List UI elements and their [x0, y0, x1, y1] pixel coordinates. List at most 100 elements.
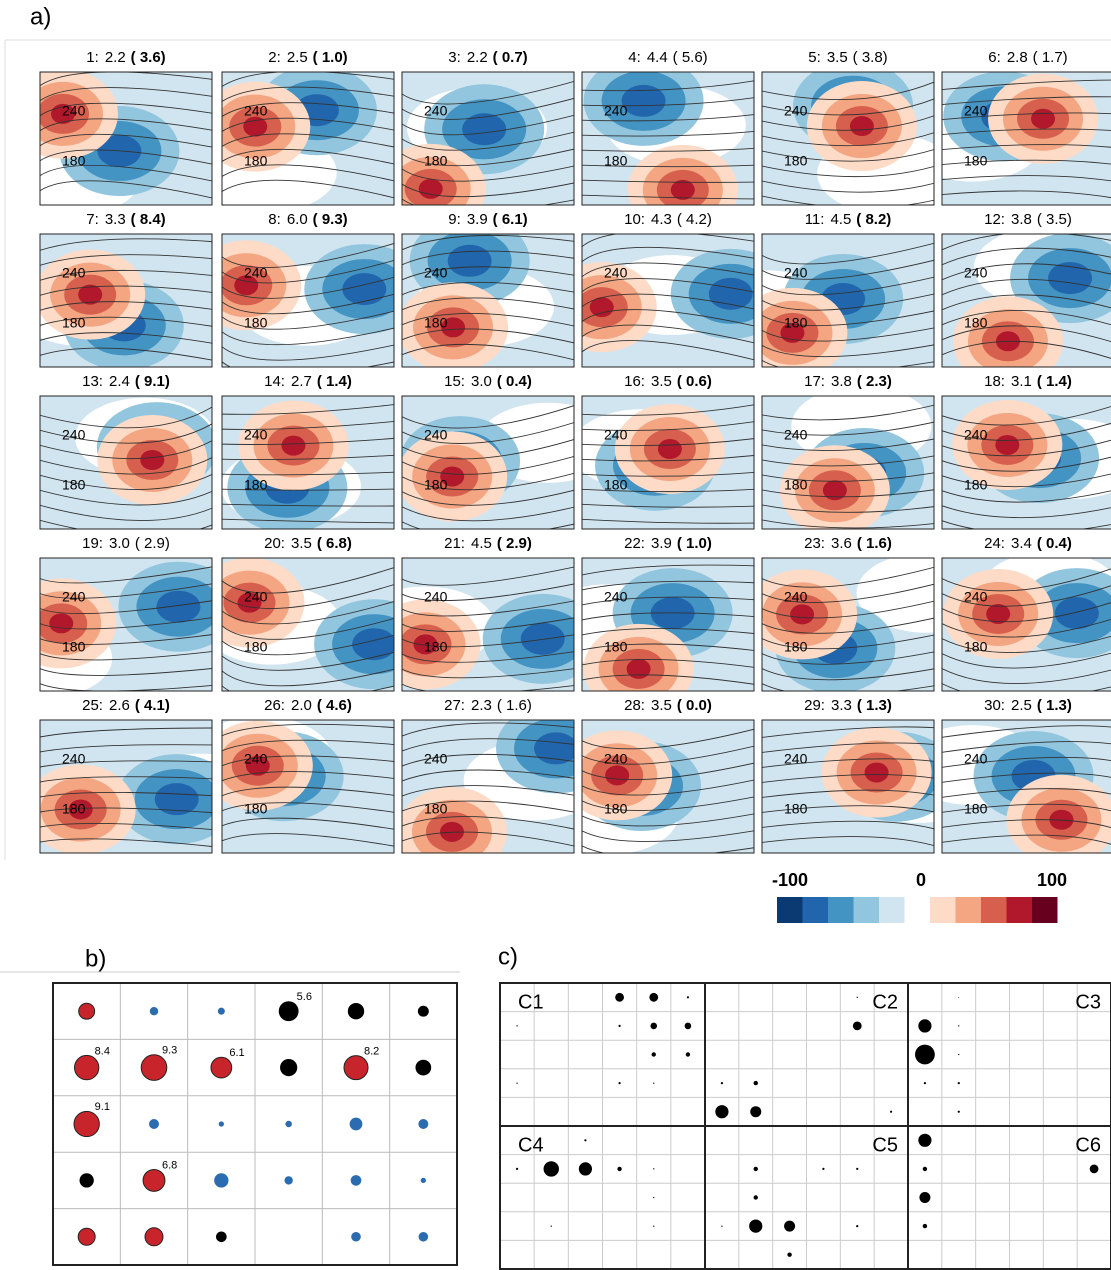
contour-label: 240 — [424, 751, 448, 767]
dot — [924, 1082, 926, 1084]
map-title: 5:3.5( 3.8) — [808, 49, 887, 66]
map-mean: 2.0 — [291, 697, 312, 714]
dot — [787, 1253, 791, 1257]
contour-label: 180 — [784, 153, 808, 169]
warm-blob — [627, 659, 651, 679]
contour-label: 180 — [424, 639, 448, 655]
dot — [653, 1225, 654, 1226]
warm-blob — [605, 765, 629, 785]
dot — [754, 1167, 758, 1171]
contour-label: 240 — [62, 103, 86, 119]
map-percent: ( 4.2) — [677, 211, 712, 228]
dot — [958, 1025, 959, 1026]
contour-label: 240 — [604, 265, 628, 281]
dot — [618, 1025, 620, 1027]
map-percent: ( 3.6) — [131, 49, 166, 66]
dot — [856, 1168, 858, 1170]
contour-label: 240 — [604, 427, 628, 443]
warm-blob — [995, 435, 1019, 455]
map-mean: 3.8 — [1011, 211, 1032, 228]
dot — [853, 1022, 862, 1031]
contour-label: 180 — [244, 153, 268, 169]
bubble — [344, 1056, 368, 1080]
contour-label: 240 — [244, 265, 268, 281]
contour-label: 180 — [964, 477, 988, 493]
map-percent: ( 9.3) — [313, 211, 348, 228]
bubble — [79, 1003, 95, 1019]
contour-label: 240 — [244, 589, 268, 605]
dot — [584, 1139, 586, 1141]
map-mean: 3.8 — [831, 373, 852, 390]
map-mean: 2.8 — [1007, 49, 1028, 66]
map-title: 21:4.5( 2.9) — [444, 535, 532, 552]
bubble-label: 6.1 — [229, 1047, 244, 1059]
contour-label: 240 — [964, 427, 988, 443]
map: 240 180 — [937, 396, 1111, 533]
bubble — [74, 1111, 99, 1136]
contour-label: 240 — [784, 103, 808, 119]
cold-blob — [448, 245, 492, 277]
map: 240180 — [397, 216, 579, 373]
bubble — [418, 1006, 429, 1017]
warm-blob — [790, 604, 814, 624]
contour-label: 240 — [424, 589, 448, 605]
contour-label: 180 — [62, 315, 86, 331]
warm-blob — [671, 180, 695, 200]
bubble — [285, 1121, 292, 1128]
contour-label: 180 — [424, 801, 448, 817]
colorbar-tick: 0 — [916, 870, 926, 890]
map-percent: ( 0.6) — [677, 373, 712, 390]
map-title: 9:3.9( 6.1) — [448, 211, 527, 228]
map-number: 24: — [984, 535, 1005, 552]
dot — [750, 1106, 761, 1117]
bubble — [280, 1059, 297, 1076]
colorbar-cell — [828, 897, 854, 923]
dot — [754, 1081, 758, 1085]
map: 240 180 — [757, 61, 957, 214]
bubble — [150, 1007, 158, 1015]
map-title: 29:3.3( 1.3) — [804, 697, 892, 714]
map: 240180 — [577, 56, 759, 235]
contour-label: 180 — [604, 639, 628, 655]
map-mean: 4.3 — [651, 211, 672, 228]
map-number: 7: — [86, 211, 99, 228]
map-percent: ( 0.4) — [497, 373, 532, 390]
dot — [579, 1162, 592, 1175]
dot — [822, 1168, 824, 1170]
dot — [653, 1168, 654, 1169]
map-mean: 3.6 — [831, 535, 852, 552]
subpanel-label: C6 — [1075, 1134, 1101, 1156]
map-mean: 2.6 — [109, 697, 130, 714]
bubble — [418, 1119, 428, 1129]
map: 240180 — [13, 234, 217, 370]
contour-label: 180 — [964, 153, 988, 169]
map-number: 19: — [82, 535, 103, 552]
bubble-label: 8.4 — [95, 1045, 110, 1057]
colorbar-tick: 100 — [1037, 870, 1067, 890]
bubble-label: 9.1 — [95, 1101, 110, 1113]
colorbar-cell — [1032, 897, 1058, 923]
dot — [784, 1221, 795, 1232]
colorbar-tick: -100 — [772, 870, 808, 890]
map-percent: ( 6.1) — [493, 211, 528, 228]
map-title: 13:2.4( 9.1) — [82, 373, 170, 390]
map-title: 16:3.5( 0.6) — [624, 373, 712, 390]
map-title: 18:3.1( 1.4) — [984, 373, 1072, 390]
map-mean: 3.5 — [651, 697, 672, 714]
map-number: 9: — [448, 211, 461, 228]
warm-blob — [1031, 109, 1055, 129]
map-percent: ( 5.6) — [673, 49, 708, 66]
cold-blob — [521, 623, 565, 655]
map-mean: 2.7 — [291, 373, 312, 390]
dot — [721, 1225, 722, 1226]
dot — [516, 1082, 517, 1083]
colorbar-cell — [1007, 897, 1033, 923]
cold-blob — [709, 278, 753, 310]
colorbar-cell — [956, 897, 982, 923]
map-percent: ( 1.3) — [1037, 697, 1072, 714]
colorbar-cell — [930, 897, 956, 923]
contour-label: 180 — [244, 639, 268, 655]
map-number: 2: — [268, 49, 281, 66]
panel-label: a) — [30, 3, 51, 30]
dot — [857, 997, 858, 998]
